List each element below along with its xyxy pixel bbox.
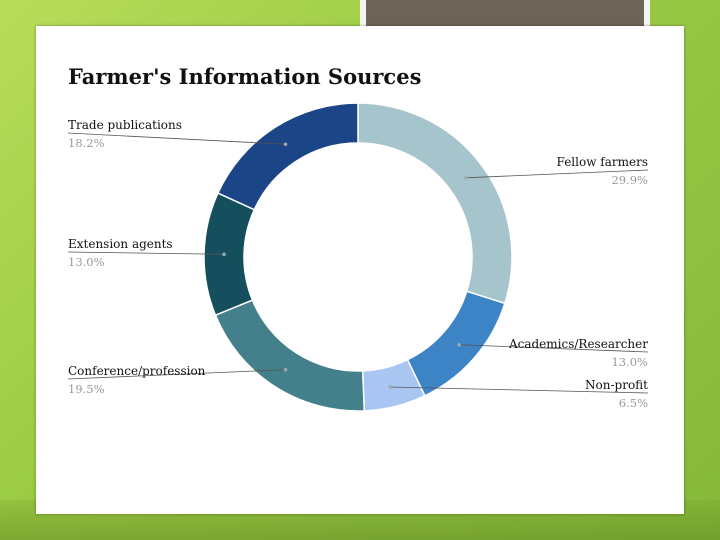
donut-slice-fellow-farmers [357, 102, 513, 305]
slice-label: Trade publications [68, 118, 182, 132]
leader-dot [457, 342, 462, 347]
slice-value-label: 13.0% [68, 255, 105, 269]
leader-line [67, 369, 286, 380]
slice-value-label: 18.2% [68, 136, 105, 150]
donut-slice-academics-researcher [406, 290, 506, 397]
leader-line [466, 169, 649, 179]
leader-dot [464, 175, 468, 180]
slice-label: Academics/Researcher [508, 337, 648, 351]
slice-label: Conference/profession [68, 364, 206, 378]
slice-value-label: 6.5% [619, 396, 648, 410]
donut-slice-trade-publications [216, 102, 359, 211]
slice-value-label: 13.0% [611, 355, 648, 369]
donut-slice-conference-profession [214, 299, 366, 412]
leader-line [390, 386, 649, 394]
leader-line [67, 132, 286, 145]
leader-dot [388, 385, 393, 389]
leader-dot [283, 142, 288, 147]
slice-label: Non-profit [585, 378, 648, 392]
slice-value-label: 19.5% [68, 382, 105, 396]
slice-label: Fellow farmers [557, 155, 648, 169]
leader-line [67, 251, 225, 255]
chart-title: Farmer's Information Sources [68, 64, 422, 89]
slice-label: Extension agents [68, 237, 173, 251]
leader-line [459, 344, 649, 353]
leader-dot [283, 367, 288, 372]
slice-value-label: 29.9% [611, 173, 648, 187]
leader-dot [222, 252, 226, 257]
